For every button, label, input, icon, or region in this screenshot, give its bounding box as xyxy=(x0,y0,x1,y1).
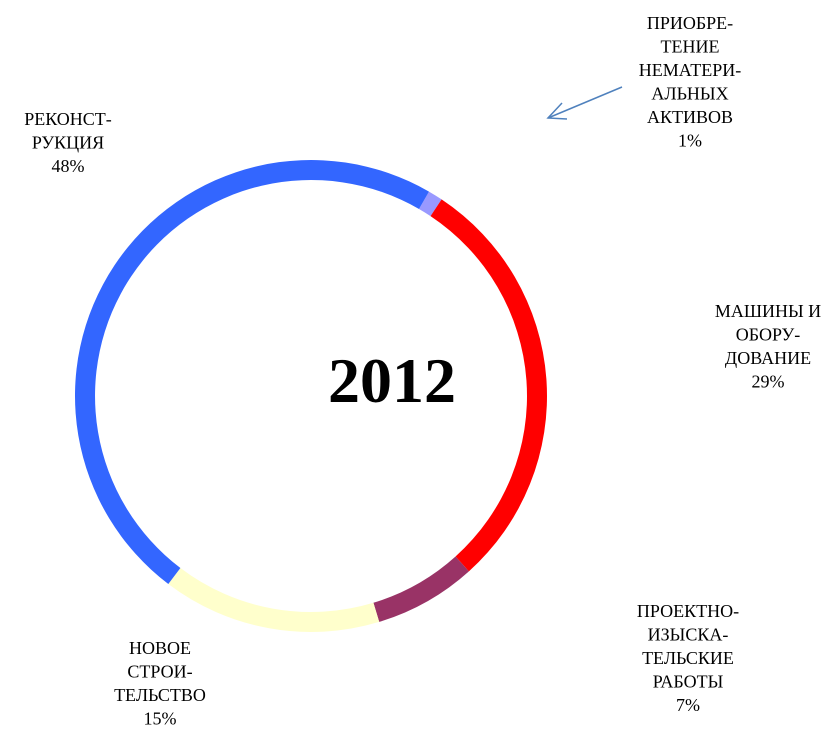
donut-ring xyxy=(74,160,547,633)
slice-label-3: НОВОЕ СТРОИ- ТЕЛЬСТВО 15% xyxy=(114,638,206,729)
chart-title: 2012 xyxy=(328,345,456,416)
slice-label-2: ПРОЕКТНО- ИЗЫСКА- ТЕЛЬСКИЕ РАБОТЫ 7% xyxy=(637,601,739,715)
slice-label-1: МАШИНЫ И ОБОРУ- ДОВАНИЕ 29% xyxy=(715,301,821,392)
slice-label-line: АКТИВОВ xyxy=(647,107,733,127)
donut-slice-2 xyxy=(373,556,469,622)
slice-label-line: НЕМАТЕРИ- xyxy=(639,60,741,80)
slice-label-line: СТРОИ- xyxy=(127,662,192,682)
slice-label-line: ТЕЛЬСТВО xyxy=(114,685,206,705)
donut-slice-1 xyxy=(430,199,547,572)
slice-label-line: ТЕЛЬСКИЕ xyxy=(642,648,734,668)
slice-percent-label: 15% xyxy=(144,709,177,729)
slice-label-line: ДОВАНИЕ xyxy=(725,348,811,368)
slice-label-line: ТЕНИЕ xyxy=(661,37,720,57)
slice-label-line: МАШИНЫ И xyxy=(715,301,821,321)
slice-label-line: ПРИОБРЕ- xyxy=(647,13,733,33)
donut-slice-0 xyxy=(419,191,442,217)
leader-arrowhead xyxy=(546,102,568,120)
leader-arrow-line xyxy=(547,86,623,119)
slice-label-line: РАБОТЫ xyxy=(653,672,724,692)
slice-label-0: ПРИОБРЕ- ТЕНИЕ НЕМАТЕРИ- АЛЬНЫХ АКТИВОВ 1% xyxy=(639,13,741,151)
slice-percent-label: 48% xyxy=(52,156,85,176)
slice-label-line: ИЗЫСКА- xyxy=(648,625,729,645)
slice-label-line: ОБОРУ- xyxy=(736,325,801,345)
slice-percent-label: 29% xyxy=(752,372,785,392)
donut-slice-3 xyxy=(168,568,380,633)
slice-percent-label: 1% xyxy=(678,131,702,151)
slice-labels: ПРИОБРЕ- ТЕНИЕ НЕМАТЕРИ- АЛЬНЫХ АКТИВОВ 1% МАШ… xyxy=(24,13,821,729)
slice-label-line: НОВОЕ xyxy=(129,638,191,658)
slice-label-4: РЕКОНСТ- РУКЦИЯ 48% xyxy=(24,109,112,176)
slice-label-line: РУКЦИЯ xyxy=(32,133,104,153)
slice-label-line: РЕКОНСТ- xyxy=(24,109,112,129)
slice-percent-label: 7% xyxy=(676,695,700,715)
slice-label-line: ПРОЕКТНО- xyxy=(637,601,739,621)
slice-label-line: АЛЬНЫХ xyxy=(651,84,728,104)
